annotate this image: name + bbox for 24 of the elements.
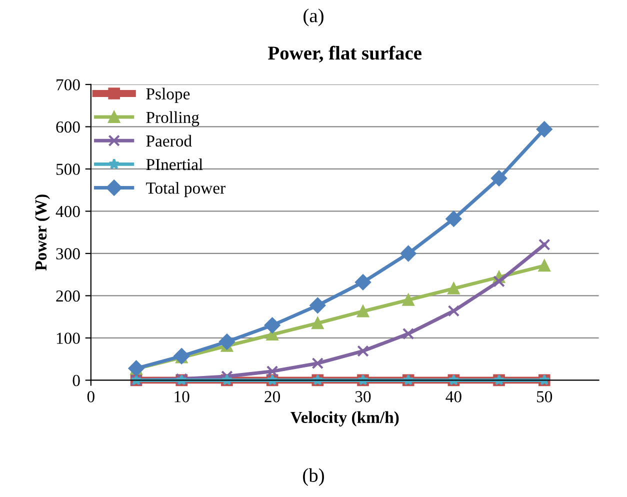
y-axis-title: Power (W)	[34, 194, 50, 271]
text: (a)	[304, 8, 324, 26]
y-tick-label: 300	[56, 248, 80, 260]
x-tick-label: 30	[355, 391, 371, 402]
x-tick-label: 0	[87, 391, 94, 402]
y-tick-label: 700	[56, 79, 80, 90]
x-axis-title: Velocity (km/h)	[290, 411, 399, 426]
y-tick-label: 0	[72, 374, 80, 386]
legend-label: Prolling	[146, 111, 200, 126]
legend-label: Paerod	[146, 134, 192, 147]
y-tick-label: 400	[56, 206, 80, 218]
chart-title: Power, flat surface	[268, 46, 422, 62]
y-tick-label: 100	[56, 332, 80, 344]
x-tick-label: 50	[537, 391, 552, 402]
x-tick-label: 10	[174, 391, 190, 402]
x-tick-label: 20	[264, 391, 280, 402]
y-tick-label: 500	[56, 164, 80, 175]
text: (b)	[303, 468, 324, 486]
legend-label: Pslope	[146, 88, 190, 103]
legend-label: Total power	[146, 182, 226, 198]
y-tick-label: 600	[56, 121, 80, 133]
y-tick-label: 200	[56, 290, 80, 302]
legend-label: PInertial	[146, 158, 203, 170]
x-tick-label: 40	[446, 391, 462, 402]
